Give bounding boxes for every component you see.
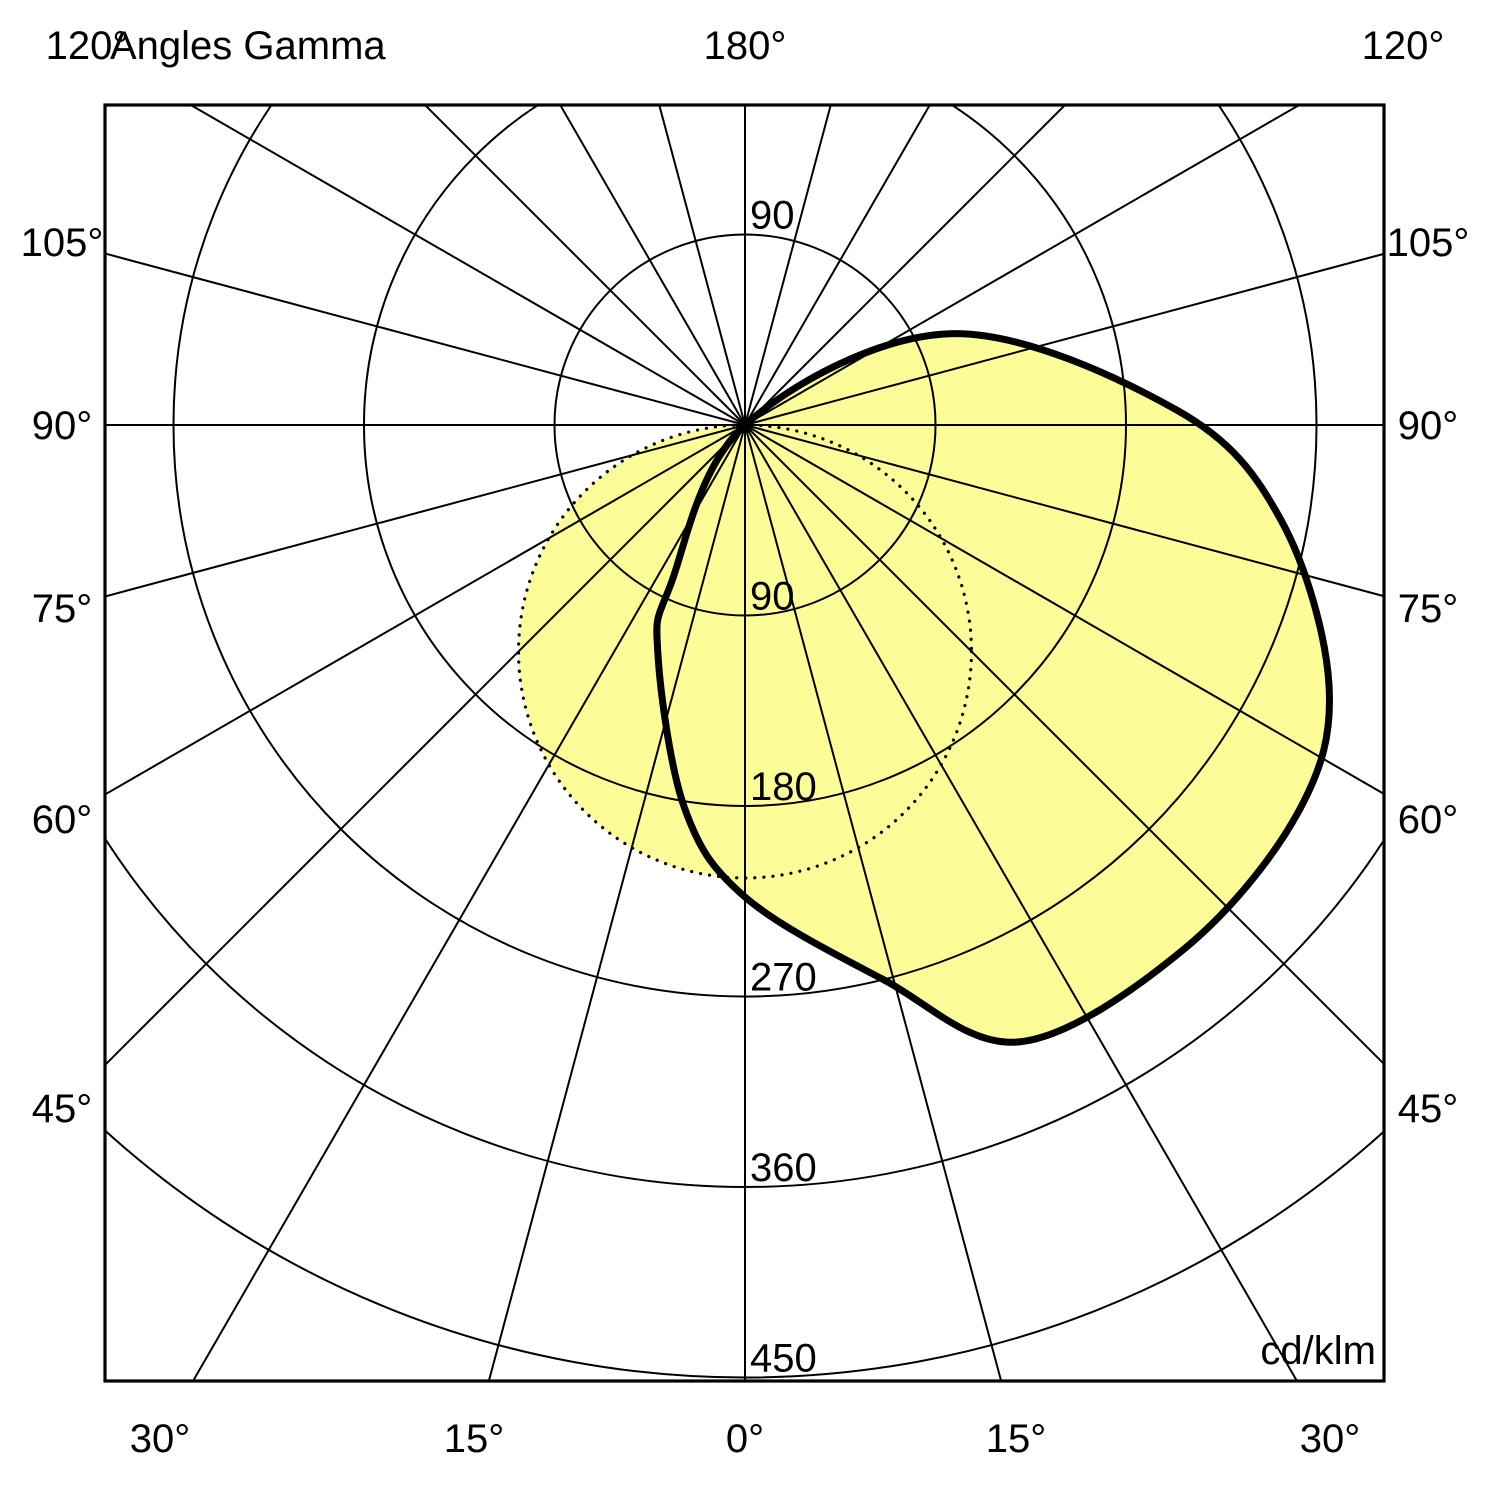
gamma-angle-label: 15° bbox=[444, 1417, 505, 1461]
dotted-intensity-curve bbox=[516, 423, 974, 880]
gamma-angle-label: 90° bbox=[32, 404, 93, 448]
angle-ray bbox=[744, 424, 1384, 796]
gamma-angle-label: 90° bbox=[1398, 404, 1459, 448]
gamma-angle-label: 45° bbox=[1398, 1087, 1459, 1131]
angle-ray bbox=[188, 105, 746, 426]
angle-ray bbox=[423, 105, 746, 426]
gamma-angle-label: 30° bbox=[130, 1417, 191, 1461]
gamma-angle-label: 75° bbox=[32, 587, 93, 631]
angle-ray bbox=[191, 424, 746, 1381]
axis-labels: 90 90 180 270 360 450 120° 180° 120° 105° 90° 75° 60… bbox=[21, 24, 1470, 1461]
angle-ray bbox=[105, 424, 746, 598]
solid-intensity-curve bbox=[653, 330, 1333, 1046]
angle-ray bbox=[744, 424, 1384, 1066]
angle-ray bbox=[744, 105, 1067, 426]
ring-value-label: 360 bbox=[750, 1146, 817, 1190]
gamma-angle-label: 120° bbox=[46, 24, 129, 68]
gamma-angle-label: 30° bbox=[1300, 1417, 1361, 1461]
gamma-angle-label: 0° bbox=[726, 1417, 764, 1461]
gamma-angle-label: 180° bbox=[704, 24, 787, 68]
plot-frame bbox=[103, 103, 1386, 1383]
angle-ray bbox=[105, 424, 746, 1067]
gamma-angle-label: 60° bbox=[1398, 798, 1459, 842]
angle-ray bbox=[744, 105, 1302, 426]
angle-ray bbox=[559, 105, 746, 426]
angle-ray bbox=[744, 105, 931, 426]
angle-ray bbox=[105, 424, 746, 796]
ring-value-label: 180 bbox=[750, 765, 817, 809]
angle-ray bbox=[744, 424, 1384, 598]
unit-label: cd/klm bbox=[1260, 1329, 1376, 1373]
gamma-angle-label: 105° bbox=[1387, 221, 1470, 265]
solid-curve-fill bbox=[656, 333, 1330, 1043]
angle-ray bbox=[744, 424, 1003, 1381]
gamma-angle-label: 15° bbox=[986, 1417, 1047, 1461]
angle-ray bbox=[744, 424, 1299, 1381]
gamma-angle-label: 60° bbox=[32, 798, 93, 842]
gamma-angle-label: 120° bbox=[1362, 24, 1445, 68]
angle-ray bbox=[744, 105, 832, 426]
ring-value-label: 90 bbox=[750, 575, 795, 619]
angle-ray bbox=[744, 252, 1384, 426]
intensity-curves bbox=[516, 330, 1333, 1046]
ring-value-label: 90 bbox=[750, 193, 795, 237]
gamma-angle-label: 75° bbox=[1398, 587, 1459, 631]
angle-ray bbox=[658, 105, 746, 426]
angle-ray bbox=[105, 252, 746, 426]
angle-ray bbox=[487, 424, 746, 1381]
gamma-angle-label: 105° bbox=[21, 221, 104, 265]
curve-fill-layer bbox=[518, 333, 1330, 1043]
chart-title: Angles Gamma bbox=[110, 24, 386, 68]
ring-value-label: 270 bbox=[750, 956, 817, 1000]
gamma-angle-label: 45° bbox=[32, 1087, 93, 1131]
ring-value-label: 450 bbox=[750, 1337, 817, 1381]
